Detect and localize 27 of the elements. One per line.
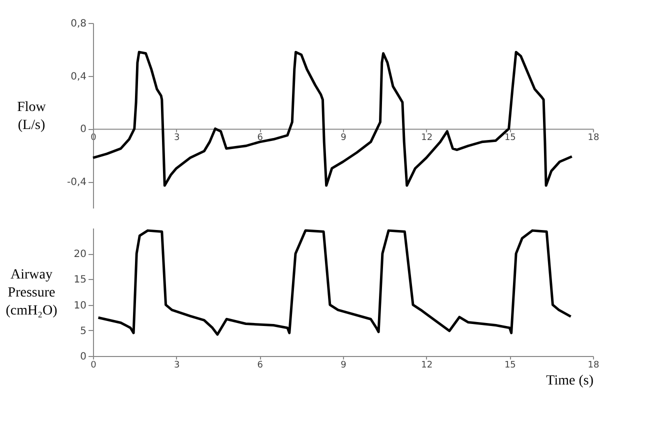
x-tick-label: 6 bbox=[257, 360, 264, 370]
x-tick-label: 18 bbox=[588, 360, 600, 370]
x-tick-label: 9 bbox=[340, 360, 347, 370]
y-tick-label: -0,4 bbox=[66, 177, 86, 188]
y-axis-title: Airway Pressure (cmH₂O) bbox=[6, 268, 58, 318]
y-tick-label: 15 bbox=[74, 274, 86, 286]
y-tick-label: 0 bbox=[80, 124, 86, 136]
x-tick-label: 3 bbox=[174, 133, 180, 144]
y-tick-label: 0,4 bbox=[70, 71, 86, 82]
x-tick-label: 3 bbox=[174, 360, 180, 370]
y-tick-label: 5 bbox=[80, 326, 86, 337]
y-tick-label: 0,8 bbox=[70, 18, 86, 30]
line-series bbox=[97, 229, 572, 336]
x-tick-label: 15 bbox=[504, 133, 516, 144]
x-tick-label: 9 bbox=[340, 133, 347, 144]
y-tick-label: 20 bbox=[74, 249, 86, 260]
line-series bbox=[92, 50, 574, 187]
x-tick-label: 12 bbox=[421, 133, 433, 144]
x-tick-label: 0 bbox=[90, 360, 97, 370]
y-tick-label: 10 bbox=[74, 300, 86, 312]
x-tick-label: 12 bbox=[421, 360, 433, 370]
x-tick-label: 15 bbox=[504, 360, 516, 370]
x-tick-label: 18 bbox=[588, 133, 600, 144]
y-axis-title: Flow (L/s) bbox=[17, 100, 47, 133]
x-tick-label: 6 bbox=[257, 133, 264, 144]
y-tick-label: 0 bbox=[80, 352, 86, 362]
x-axis-title: Time (s) bbox=[546, 374, 594, 388]
